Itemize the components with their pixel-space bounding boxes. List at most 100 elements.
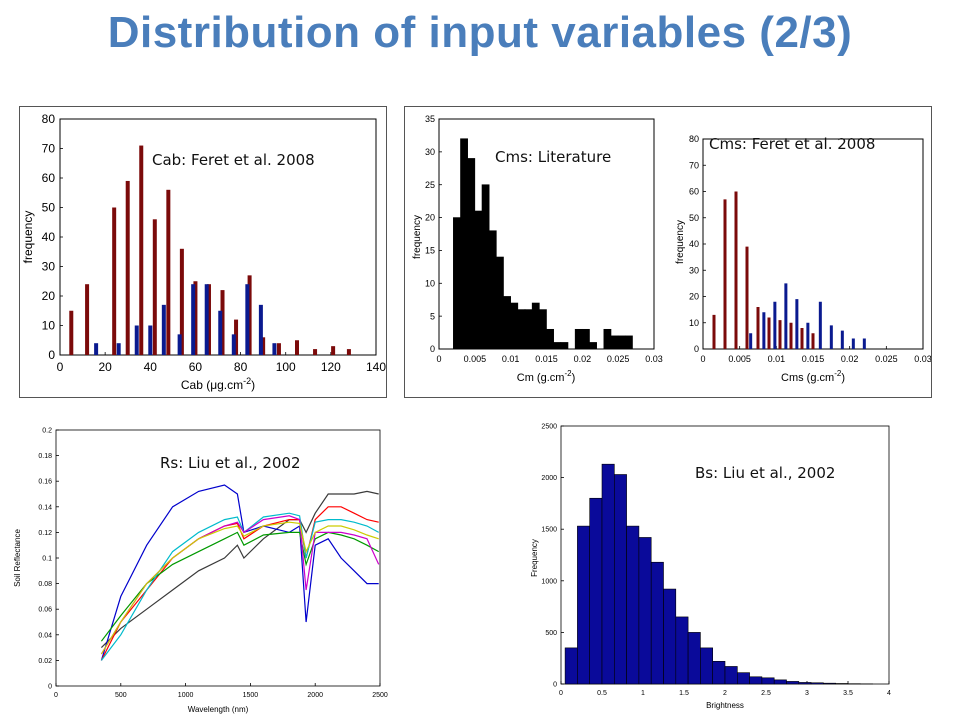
bar [800,328,804,349]
bar [85,284,90,355]
bar [112,207,117,355]
bar [806,322,810,349]
bar [276,343,281,355]
x-tick-label: 100 [276,360,296,374]
x-tick-label: 0.025 [607,354,630,364]
histogram-bar [712,660,726,685]
cms-lit-chart: 0 0.005 0.01 0.015 0.02 0.025 0.03 0 5 10 15 20 25 30… [412,114,663,384]
histogram-bar [539,309,547,350]
cab-chart: 0 20 40 60 80 100 120 140 0 10 20 30 40 50 60 70 80 Cab:… [21,112,386,392]
x-tick-label: 0 [436,354,441,364]
y-tick-label: 0 [48,683,52,690]
y-tick-label: 30 [42,260,56,274]
x-tick-label: 0 [700,354,705,364]
bar [193,281,198,355]
y-tick-label: 35 [425,114,435,124]
x-tick-label: 3 [805,690,809,697]
bar [313,349,318,355]
slide-title: Distribution of input variables (2/3) [107,8,853,57]
y-tick-label: 1500 [541,527,557,534]
cms-feret-chart: 0 0.005 0.01 0.015 0.02 0.025 0.03 0 10 20 30 40 50 6… [675,134,931,384]
y-tick-label: 10 [425,278,435,288]
histogram-bar [610,335,619,350]
bar [258,304,263,355]
y-tick-label: 1000 [541,578,557,585]
y-tick-label: 0 [694,344,699,354]
y-tick-label: 0.12 [38,530,52,537]
y-tick-label: 0 [553,681,557,688]
histogram-bar [835,683,849,685]
bs-ylabel: Frequency [530,539,539,577]
x-tick-label: 2000 [307,692,323,699]
histogram-bar [761,677,775,685]
bar [734,191,738,349]
histogram-bar [546,328,554,350]
histogram-bar [488,230,497,350]
y-tick-label: 0.04 [38,632,52,639]
series-line [100,506,379,661]
y-tick-label: 20 [689,292,699,302]
bar [784,283,788,349]
bar [231,334,236,355]
rs-ylabel: Soil Reflectance [13,529,22,587]
cms-charts-frame: 0 0.005 0.01 0.015 0.02 0.025 0.03 0 5 10 15 20 25 30… [404,106,932,398]
histogram-bar [603,328,612,350]
bar [778,320,782,349]
histogram-bar [786,681,800,685]
y-tick-label: 5 [430,311,435,321]
x-tick-label: 0 [54,692,58,699]
bar [762,312,766,349]
bar [712,314,716,349]
histogram-bar [810,682,824,685]
histogram-bar [601,463,615,685]
series-line [100,531,379,642]
bar [245,284,250,355]
y-tick-label: 0.06 [38,607,52,614]
histogram-bar [663,588,677,685]
cab-xlabel: Cab (μg.cm-2) [181,376,255,392]
y-tick-label: 0 [48,348,55,362]
histogram-bar [700,647,713,685]
x-tick-label: 1000 [178,692,194,699]
x-tick-label: 0.03 [645,354,663,364]
cms-feret-ylabel: frequency [675,220,686,264]
bar [125,180,130,355]
histogram-bar [773,679,787,685]
x-tick-label: 2 [723,690,727,697]
series-line [100,521,379,655]
x-tick-label: 20 [98,360,112,374]
bar [69,310,74,355]
histogram-bar [617,335,626,350]
histogram-bar [510,302,519,350]
x-tick-label: 60 [189,360,203,374]
y-tick-label: 50 [689,213,699,223]
x-tick-label: 2.5 [761,690,771,697]
histogram-bar [724,666,738,685]
bar [148,325,153,355]
cab-chart-frame: 0 20 40 60 80 100 120 140 0 10 20 30 40 50 60 70 80 Cab:… [19,106,387,398]
cms-lit-ylabel: frequency [412,215,423,259]
x-tick-label: 0.5 [597,690,607,697]
y-tick-label: 0.2 [42,427,52,434]
bs-annotation: Bs: Liu et al., 2002 [695,464,835,482]
histogram-bar [823,682,836,685]
histogram-bar [614,474,627,685]
bar [161,304,166,355]
histogram-bar [650,561,664,685]
histogram-bar [589,342,597,350]
histogram-bar [687,632,701,685]
histogram-bar [517,309,526,350]
y-tick-label: 0.02 [38,658,52,665]
histogram-bar [531,302,540,350]
y-tick-label: 20 [42,289,56,303]
bar [179,248,184,355]
histogram-bar [675,616,689,685]
histogram-bar [467,158,476,350]
y-tick-label: 0 [430,344,435,354]
bar [789,322,793,349]
y-tick-label: 0.08 [38,581,52,588]
bar [116,343,121,355]
y-tick-label: 50 [42,201,56,215]
x-tick-label: 500 [115,692,127,699]
bar [749,333,753,349]
